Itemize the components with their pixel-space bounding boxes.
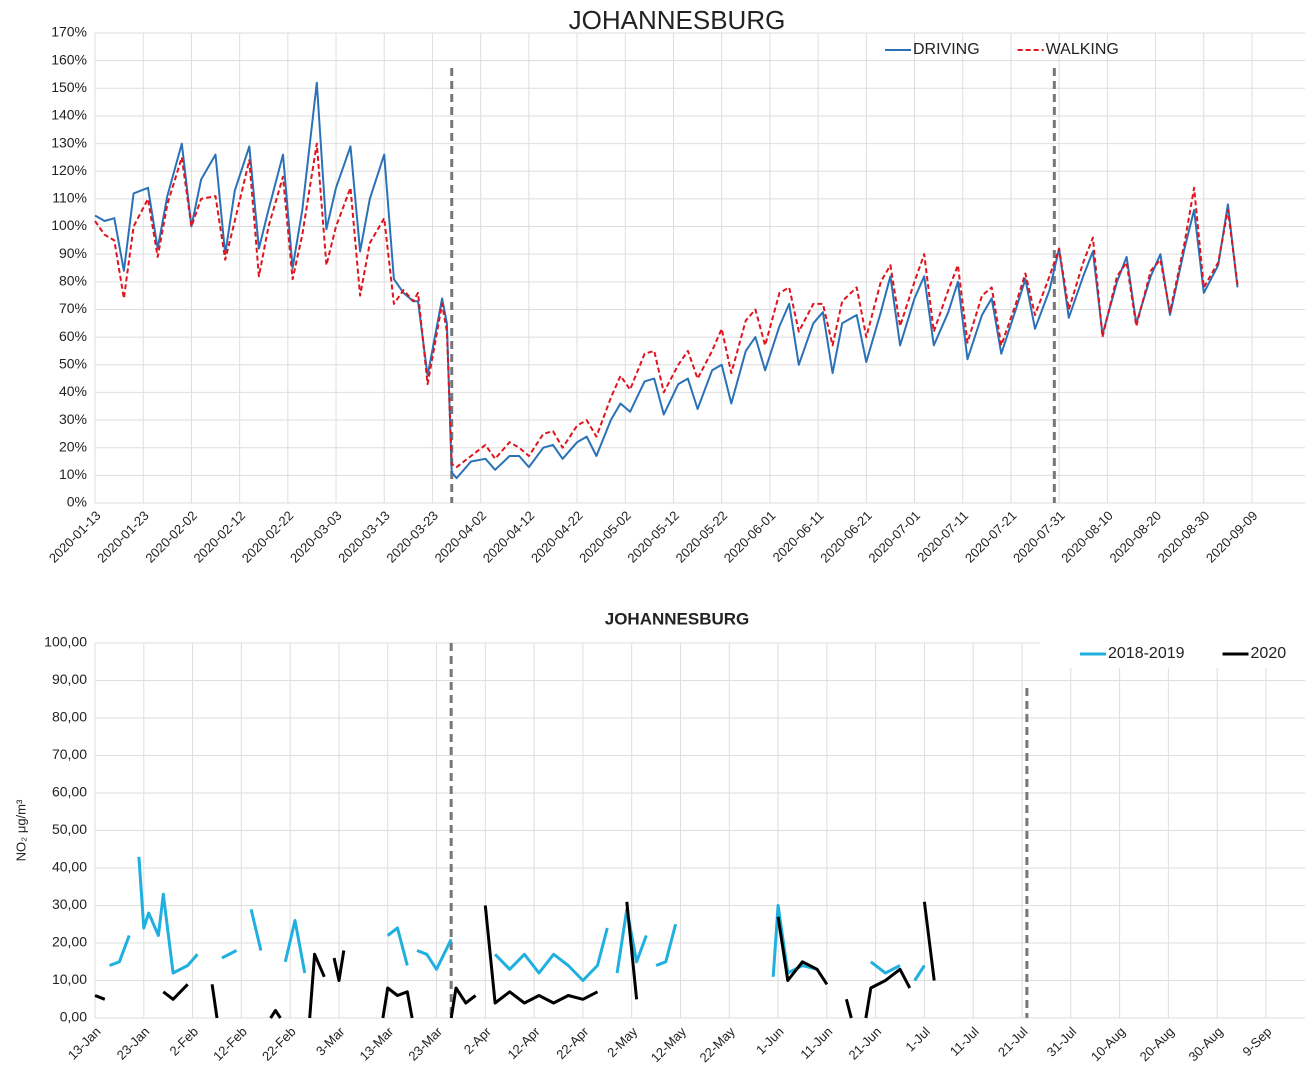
legend-label: WALKING: [1046, 41, 1119, 58]
x-tick-label: 2-Feb: [167, 1024, 202, 1059]
x-tick-label: 2020-06-01: [721, 508, 779, 566]
x-tick-label: 9-Sep: [1239, 1024, 1274, 1059]
x-tick-label: 23-Jan: [114, 1024, 153, 1063]
series-line: [110, 857, 1305, 988]
y-tick-label: 70,00: [52, 746, 87, 762]
y-tick-label: 30,00: [52, 896, 87, 912]
y-tick-label: 40%: [59, 383, 87, 399]
x-tick-label: 21-Jul: [995, 1024, 1031, 1060]
x-tick-label: 11-Jul: [947, 1024, 982, 1059]
chart-title: JOHANNESBURG: [569, 5, 786, 35]
y-tick-label: 110%: [52, 190, 87, 206]
y-tick-label: 80,00: [52, 709, 87, 725]
y-tick-label: 50%: [59, 355, 87, 371]
y-tick-label: 20%: [59, 438, 87, 454]
y-tick-label: 100,00: [44, 634, 87, 650]
x-tick-label: 30-Aug: [1185, 1024, 1225, 1064]
y-tick-label: 80%: [59, 273, 87, 289]
y-tick-label: 90%: [59, 245, 87, 261]
x-tick-label: 23-Mar: [405, 1023, 445, 1063]
x-tick-label: 1-Jun: [753, 1024, 787, 1058]
y-tick-label: 70%: [59, 300, 87, 316]
x-tick-label: 2-Apr: [461, 1023, 495, 1057]
legend-label: 2020: [1251, 645, 1287, 662]
x-tick-label: 12-May: [648, 1024, 690, 1066]
y-tick-label: 60%: [59, 328, 87, 344]
series-line: [94, 81, 1239, 480]
chart-title: JOHANNESBURG: [605, 609, 750, 628]
x-tick-label: 22-Feb: [259, 1024, 299, 1064]
x-tick-label: 31-Jul: [1044, 1024, 1080, 1060]
y-tick-label: 160%: [51, 51, 87, 67]
x-tick-label: 2-May: [604, 1024, 640, 1060]
y-tick-label: 60,00: [52, 784, 87, 800]
x-tick-label: 1-Jul: [902, 1024, 933, 1055]
y-tick-label: 0%: [67, 494, 87, 510]
y-tick-label: 10,00: [52, 971, 87, 987]
x-tick-label: 13-Jan: [65, 1024, 104, 1063]
x-tick-label: 12-Feb: [210, 1024, 250, 1064]
y-tick-label: 150%: [51, 79, 87, 95]
y-tick-label: 20,00: [52, 934, 87, 950]
y-tick-label: 40,00: [52, 859, 87, 875]
y-tick-label: 0,00: [60, 1009, 87, 1025]
legend-label: 2018-2019: [1108, 645, 1185, 662]
y-tick-label: 100%: [51, 217, 87, 233]
x-tick-label: 13-Mar: [357, 1023, 397, 1063]
y-tick-label: 10%: [59, 466, 87, 482]
x-tick-label: 12-Apr: [504, 1023, 543, 1062]
legend-label: DRIVING: [913, 41, 980, 58]
y-tick-label: 50,00: [52, 821, 87, 837]
y-tick-label: 120%: [51, 162, 87, 178]
x-tick-label: 2020-07-01: [865, 508, 923, 566]
x-tick-label: 3-Mar: [313, 1023, 348, 1058]
x-tick-label: 11-Jun: [797, 1024, 835, 1062]
x-tick-label: 2020-09-09: [1203, 508, 1261, 566]
y-tick-label: 90,00: [52, 671, 87, 687]
x-tick-label: 10-Aug: [1088, 1024, 1128, 1064]
y-tick-label: 170%: [51, 24, 87, 40]
x-tick-label: 22-Apr: [553, 1023, 592, 1062]
y-tick-label: 30%: [59, 411, 87, 427]
y-tick-label: 140%: [51, 107, 87, 123]
y-tick-label: 130%: [51, 134, 87, 150]
x-tick-label: 22-May: [697, 1024, 739, 1066]
x-tick-label: 21-Jun: [845, 1024, 884, 1063]
y-axis-label: NO₂ μg/m³: [13, 799, 28, 861]
x-tick-label: 20-Aug: [1137, 1024, 1177, 1064]
